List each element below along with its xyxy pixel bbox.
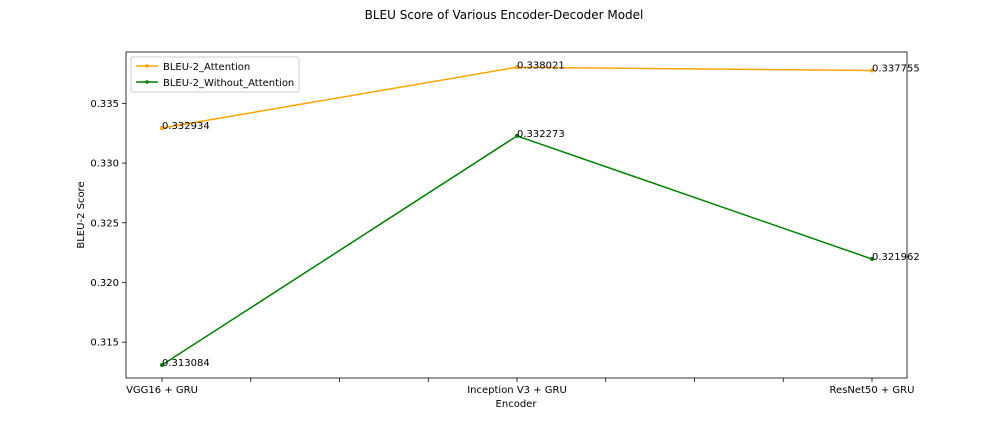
y-axis-label: BLEU-2 Score [76, 181, 87, 248]
data-point [160, 363, 164, 368]
legend-marker-attention [145, 64, 149, 68]
y-tick-label: 0.330 [90, 159, 119, 170]
x-axis-label: Encoder [496, 399, 538, 410]
data-label: 0.332934 [162, 121, 210, 132]
legend-box [130, 56, 300, 93]
data-labels: 0.332934 0.338021 0.337755 0.313084 0.332273… [162, 60, 920, 369]
y-tick-label: 0.315 [90, 338, 119, 349]
legend-label-without-attention: BLEU-2_Without_Attention [163, 78, 294, 89]
x-tick-label: Inception V3 + GRU [467, 385, 567, 396]
data-point [870, 68, 874, 73]
series-layer [160, 65, 874, 368]
y-tick-label: 0.325 [90, 218, 119, 229]
y-tick-label: 0.320 [90, 278, 119, 289]
plot-area [125, 51, 908, 379]
legend-label-attention: BLEU-2_Attention [163, 62, 250, 73]
x-tick-label: ResNet50 + GRU [830, 385, 915, 396]
data-point [870, 257, 874, 262]
data-label: 0.338021 [517, 60, 565, 71]
data-point [515, 65, 519, 70]
data-label: 0.332273 [517, 129, 565, 140]
data-label: 0.321962 [872, 252, 920, 263]
data-label: 0.337755 [872, 63, 920, 74]
series-line-1 [161, 135, 873, 366]
x-axis: VGG16 + GRU Inception V3 + GRU ResNet50 + … [126, 378, 914, 396]
data-label: 0.313084 [162, 358, 210, 369]
y-axis: 0.315 0.320 0.325 0.330 0.335 [90, 99, 126, 349]
chart-title: BLEU Score of Various Encoder-Decoder Mo… [365, 8, 644, 22]
legend: BLEU-2_Attention BLEU-2_Without_Attentio… [130, 56, 300, 93]
data-point [160, 126, 164, 131]
x-tick-label: VGG16 + GRU [126, 385, 198, 396]
y-tick-label: 0.335 [90, 99, 119, 110]
data-point [515, 133, 519, 138]
legend-marker-without-attention [145, 80, 149, 84]
